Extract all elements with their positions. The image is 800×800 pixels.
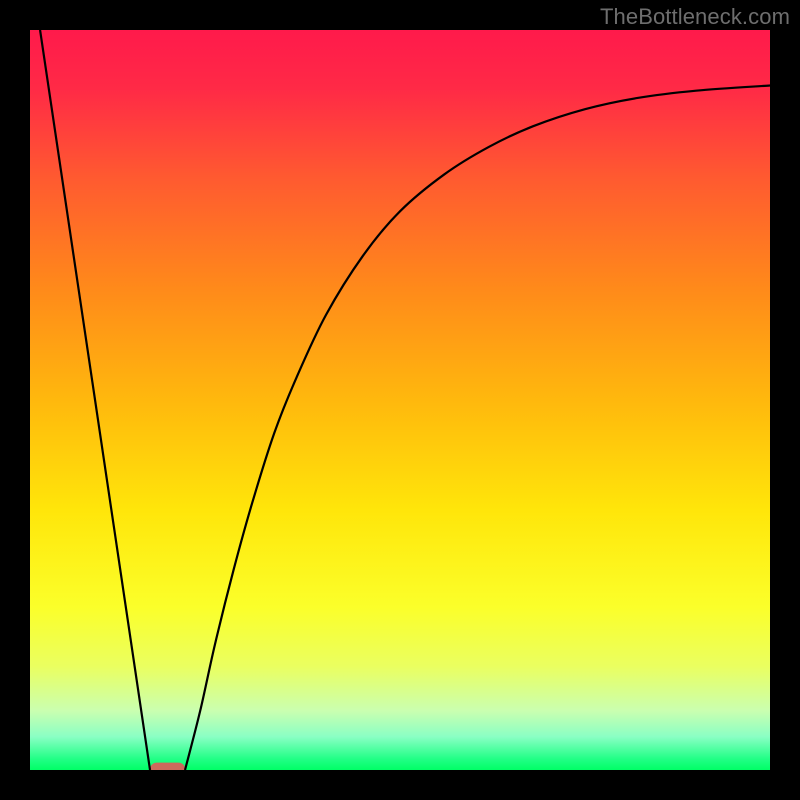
chart-container: TheBottleneck.com: [0, 0, 800, 800]
chart-svg: [0, 0, 800, 800]
chart-background: [30, 30, 770, 770]
